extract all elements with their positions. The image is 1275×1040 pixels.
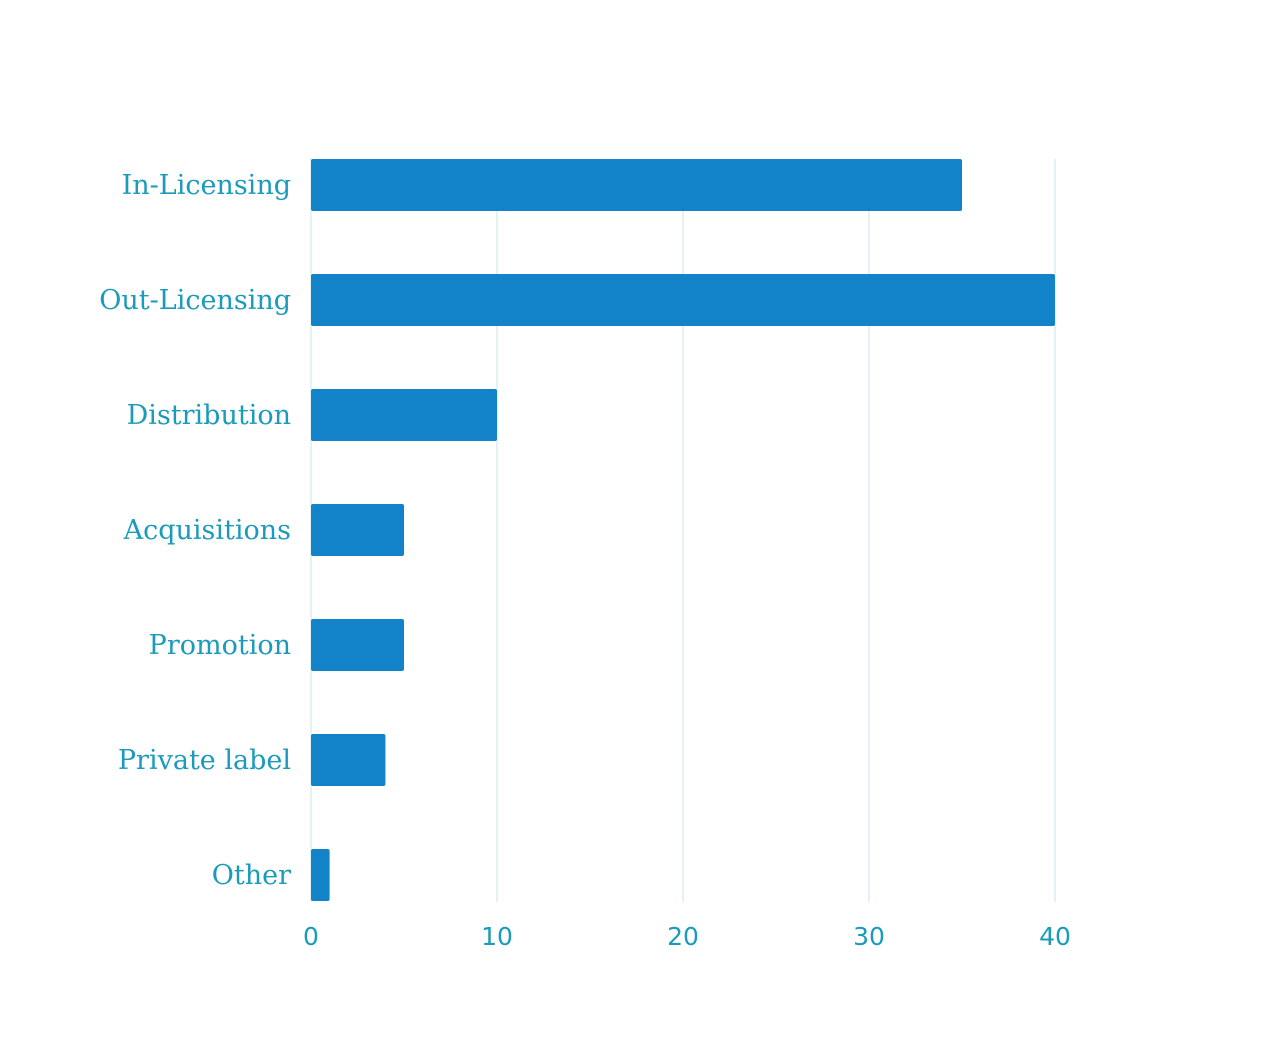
category-label: Promotion xyxy=(149,630,291,661)
bars xyxy=(311,159,1055,901)
category-labels: In-Licensing Out-Licensing Distribution Acq… xyxy=(99,170,291,891)
bar-other xyxy=(311,849,330,901)
category-label: Out-Licensing xyxy=(99,285,291,316)
x-tick-label: 0 xyxy=(303,922,319,951)
category-label: Acquisitions xyxy=(123,515,291,546)
bar-distribution xyxy=(311,389,497,441)
x-tick-label: 40 xyxy=(1039,922,1071,951)
bar-in-licensing xyxy=(311,159,962,211)
category-label: In-Licensing xyxy=(122,170,291,201)
category-label: Distribution xyxy=(127,400,291,431)
x-tick-label: 20 xyxy=(667,922,699,951)
x-tick-label: 10 xyxy=(481,922,513,951)
bar-private-label xyxy=(311,734,386,786)
category-label: Other xyxy=(212,860,291,891)
x-tick-label: 30 xyxy=(853,922,885,951)
category-label: Private label xyxy=(118,745,291,776)
bar-promotion xyxy=(311,619,404,671)
gridlines xyxy=(310,159,1056,902)
x-axis-ticks: 0 10 20 30 40 xyxy=(303,922,1071,951)
bar-acquisitions xyxy=(311,504,404,556)
bar-out-licensing xyxy=(311,274,1055,326)
